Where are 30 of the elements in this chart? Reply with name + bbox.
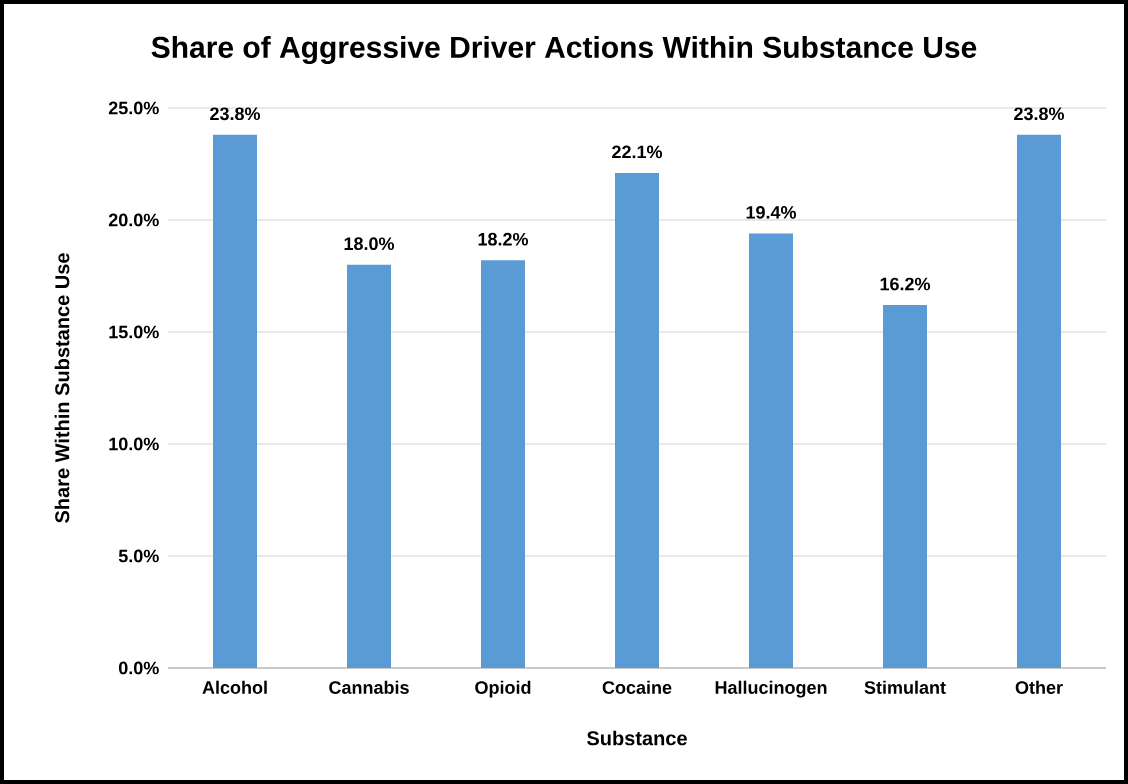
bar [213, 134, 258, 668]
bar [749, 233, 793, 668]
data-label: 16.2% [880, 277, 931, 291]
bar [615, 172, 659, 668]
data-label: 22.1% [612, 145, 663, 159]
y-tick-label: 5.0% [118, 549, 159, 563]
data-label: 23.8% [1014, 107, 1065, 121]
x-tick-label: Cannabis [329, 680, 409, 694]
x-tick-label: Cocaine [602, 680, 672, 694]
y-axis-title: Share Within Substance Use [54, 253, 70, 523]
bar [883, 305, 927, 668]
x-tick-label: Other [1015, 680, 1063, 694]
bar [481, 260, 525, 668]
x-axis-title: Substance [587, 730, 687, 746]
x-tick-label: Hallucinogen [715, 680, 827, 698]
bar [1017, 134, 1061, 668]
data-label: 23.8% [210, 107, 261, 121]
x-tick-label: Opioid [475, 680, 531, 698]
y-tick-label: 0.0% [118, 661, 159, 675]
y-tick-label: 20.0% [108, 213, 159, 227]
y-tick-label: 15.0% [109, 325, 159, 339]
bar [347, 264, 391, 668]
x-tick-label: Alcohol [202, 680, 267, 694]
data-label: 18.2% [478, 232, 529, 246]
chart-title: Share of Aggressive Driver Actions Within Substance Use [151, 35, 977, 65]
data-label: 19.4% [746, 205, 797, 219]
y-tick-label: 25.0% [108, 101, 159, 115]
x-tick-label: Stimulant [864, 680, 946, 694]
data-label: 18.0% [344, 237, 395, 251]
y-tick-label: 10.0% [109, 437, 159, 451]
